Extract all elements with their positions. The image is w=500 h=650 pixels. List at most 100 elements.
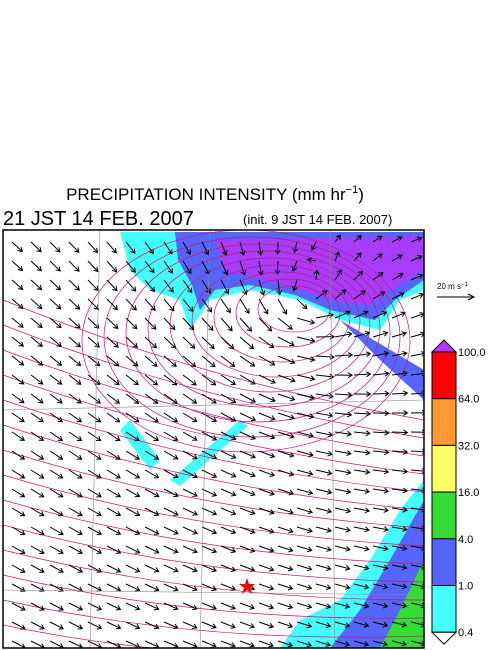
wind-arrow: [258, 583, 275, 591]
wind-arrow: [353, 270, 364, 281]
wind-arrow: [296, 526, 313, 534]
wind-arrow: [239, 393, 257, 403]
wind-arrow: [68, 355, 82, 367]
wind-arrow: [315, 412, 334, 419]
wind-arrow: [296, 640, 313, 648]
map-grid: [3, 230, 424, 648]
wind-arrow: [125, 507, 141, 517]
wind-arrow: [372, 621, 389, 628]
wind-arrow: [220, 621, 236, 629]
wind-arrow: [277, 526, 294, 534]
wind-arrow: [125, 469, 141, 479]
wind-arrow: [296, 298, 308, 310]
wind-arrow: [315, 564, 332, 571]
wind-arrow: [106, 355, 120, 367]
wind-arrow: [87, 488, 102, 498]
wind-arrow: [201, 374, 217, 386]
streamline: [235, 278, 341, 348]
wind-arrow: [292, 279, 298, 292]
wind-arrow: [30, 241, 42, 253]
wind-arrow: [334, 583, 351, 590]
wind-arrow: [201, 640, 217, 648]
wind-arrow: [163, 545, 179, 554]
wind-arrow: [182, 488, 198, 497]
wind-arrow: [334, 234, 342, 243]
colorbar-over: [430, 339, 458, 353]
wind-arrow: [353, 252, 362, 262]
wind-arrow: [11, 241, 23, 253]
streamline: [3, 574, 424, 619]
wind-arrow: [220, 431, 237, 441]
wind-arrow: [220, 374, 237, 385]
wind-arrow: [274, 241, 281, 255]
wind-arrow: [220, 317, 233, 332]
wind-arrow: [220, 241, 228, 256]
wind-arrow: [391, 448, 409, 455]
wind-arrow: [391, 254, 403, 262]
wind-arrow: [182, 640, 198, 648]
wind-arrow: [296, 412, 315, 420]
wind-arrow: [163, 355, 177, 368]
wind-arrow: [277, 488, 295, 496]
wind-arrow: [258, 279, 266, 296]
wind-arrow: [125, 317, 138, 330]
wind-arrow: [277, 336, 295, 347]
wind-arrow: [258, 412, 276, 421]
wind-arrow: [11, 526, 26, 536]
wind-arrow: [410, 273, 424, 281]
wind-arrow: [258, 450, 276, 459]
wind-arrow: [353, 391, 372, 398]
wind-arrow: [220, 507, 237, 516]
wind-arrow: [258, 545, 275, 553]
wind-arrow: [68, 545, 83, 554]
wind-arrow: [334, 430, 353, 437]
valid-time: 21 JST 14 FEB. 2007: [3, 208, 194, 230]
wind-arrow: [106, 488, 122, 498]
wind-arrow: [315, 507, 333, 514]
wind-arrow: [68, 241, 80, 253]
wind-arrow: [11, 602, 26, 611]
wind-arrow: [49, 602, 64, 611]
colorbar-label: 32.0: [458, 440, 479, 452]
wind-arrow: [182, 583, 198, 592]
wind-arrow: [391, 410, 409, 416]
wind-arrow: [106, 526, 122, 535]
wind-arrow: [30, 374, 44, 385]
wind-arrow: [125, 279, 137, 292]
wind-arrow: [87, 526, 103, 536]
wind-arrow: [182, 279, 193, 294]
wind-arrow: [106, 602, 122, 611]
wind-arrow: [239, 317, 253, 332]
colorbar-segment: [431, 398, 457, 446]
wind-arrow: [239, 621, 256, 629]
wind-arrow: [296, 564, 313, 572]
wind-arrow: [106, 241, 117, 254]
wind-arrow: [30, 298, 43, 310]
wind-arrow: [144, 602, 160, 611]
wind-arrow: [68, 374, 82, 385]
wind-arrows: [11, 234, 424, 648]
streamline: [257, 285, 331, 333]
map: [3, 230, 424, 648]
wind-arrow: [163, 621, 179, 630]
wind-arrow: [49, 431, 64, 441]
wind-arrow: [11, 279, 24, 291]
wind-arrow: [296, 469, 314, 477]
title-end: ): [358, 185, 364, 204]
wind-arrow: [258, 431, 276, 440]
wind-arrow: [125, 488, 141, 498]
wind-arrow: [315, 488, 333, 495]
title-text: PRECIPITATION INTENSITY (mm hr: [66, 185, 346, 204]
wind-arrow: [49, 298, 62, 310]
wind-arrow: [163, 317, 176, 331]
wind-arrow: [30, 564, 45, 573]
wind-arrow: [277, 393, 296, 402]
wind-arrow: [68, 602, 84, 611]
wind-arrow: [277, 355, 296, 365]
wind-arrow: [106, 279, 118, 292]
wind-arrow: [68, 317, 81, 329]
wind-arrow: [239, 355, 256, 367]
wind-arrow: [182, 507, 198, 516]
wind-arrow: [144, 507, 160, 516]
